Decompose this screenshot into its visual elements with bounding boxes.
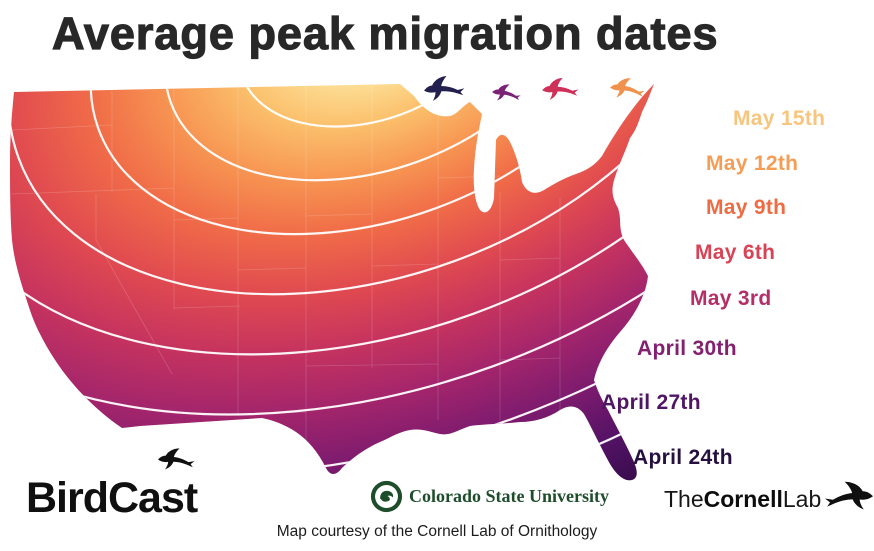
- date-label-may-15: May 15th: [733, 107, 826, 130]
- date-label-april-27: April 27th: [601, 391, 701, 414]
- birdcast-logo: BirdCast: [26, 448, 198, 523]
- cornell-logo-lab: Lab: [782, 486, 822, 512]
- flying-bird-icon: [609, 77, 646, 99]
- birdcast-logo-text: BirdCast: [26, 474, 198, 522]
- date-label-april-30: April 30th: [637, 337, 737, 360]
- date-label-april-24: April 24th: [633, 446, 733, 469]
- date-label-may-9: May 9th: [706, 196, 787, 219]
- csu-logo-text: Colorado State University: [409, 486, 609, 506]
- us-map-shape: [10, 84, 654, 481]
- date-label-may-6: May 6th: [695, 241, 776, 264]
- csu-seal-icon: [370, 480, 403, 513]
- us-migration-map: [10, 84, 654, 481]
- cornell-lab-logo: The Cornell Lab: [664, 481, 874, 513]
- cornell-logo-the: The: [664, 486, 704, 512]
- flying-bird-icon: [422, 74, 466, 102]
- date-label-may-12: May 12th: [706, 152, 799, 175]
- cornell-bird-icon: [825, 481, 874, 510]
- page-title: Average peak migration dates: [51, 7, 719, 59]
- flying-bird-icon: [491, 83, 522, 102]
- flying-bird-icon: [541, 76, 579, 101]
- map-caption: Map courtesy of the Cornell Lab of Ornit…: [276, 523, 598, 540]
- birdcast-bird-icon: [158, 448, 195, 470]
- cornell-logo-cornell: Cornell: [703, 486, 783, 512]
- csu-logo: Colorado State University: [370, 480, 609, 513]
- state-borders: [11, 84, 561, 464]
- date-label-may-3: May 3rd: [690, 287, 772, 310]
